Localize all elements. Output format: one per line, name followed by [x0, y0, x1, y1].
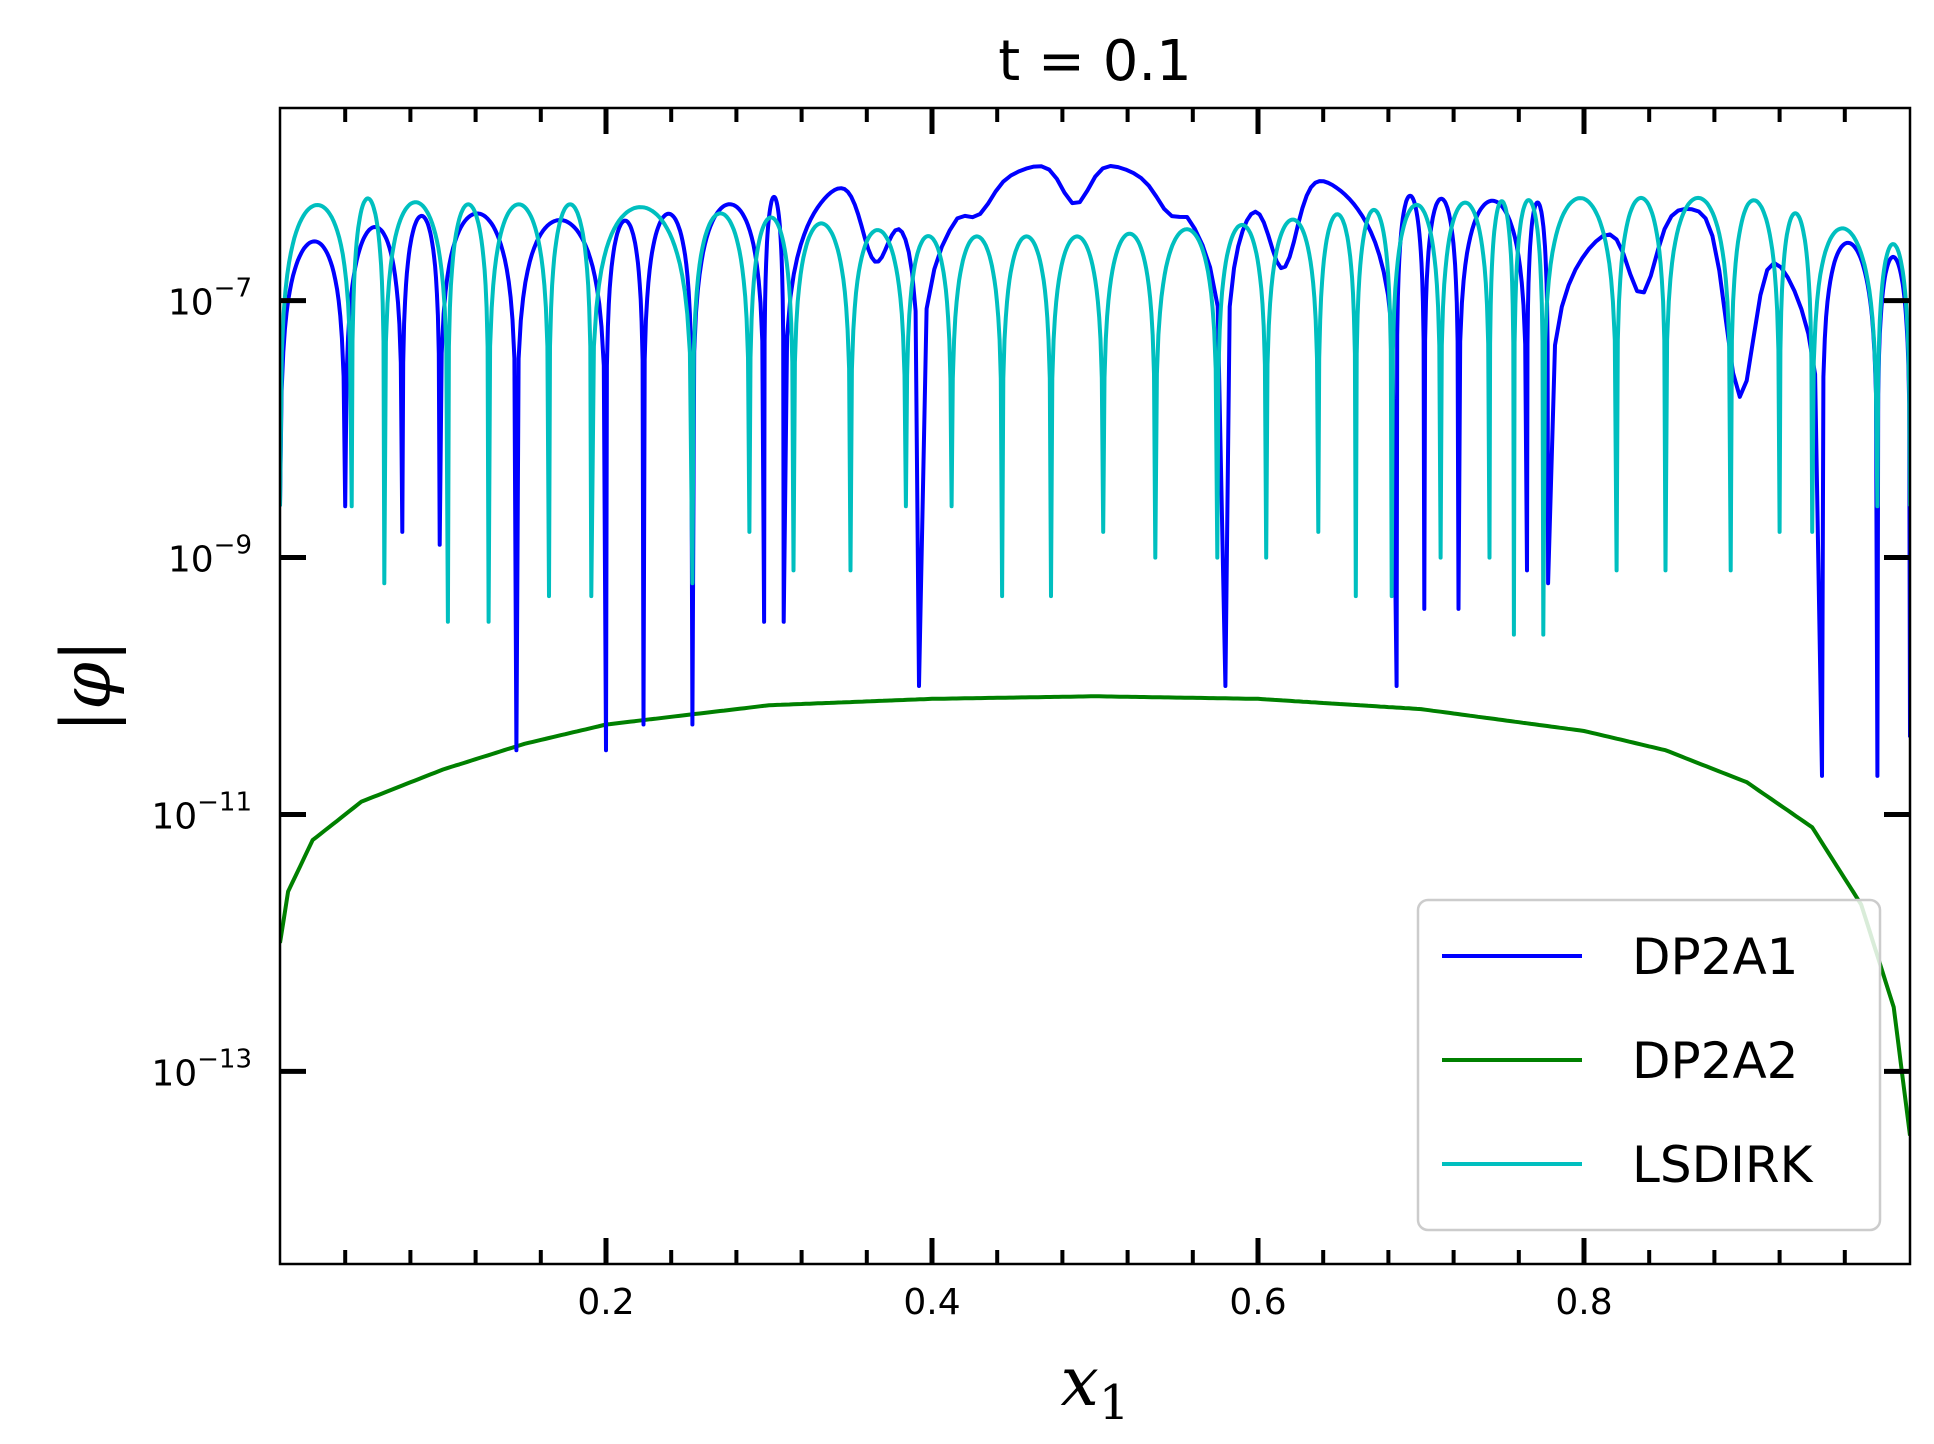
y-tick-label: 10−9 [168, 531, 252, 581]
y-tick-label: 10−11 [151, 787, 252, 837]
series-group [280, 164, 1910, 1136]
legend-box [1416, 898, 1882, 1232]
y-tick-label: 10−13 [151, 1044, 252, 1094]
legend-label: DP2A1 [1632, 928, 1798, 986]
x-tick-label: 0.8 [1555, 1282, 1612, 1323]
plot-frame [278, 106, 1912, 1266]
y-axis-label: |φ| [48, 639, 127, 732]
lines-layer [280, 164, 1910, 1136]
x-tick-label: 0.4 [903, 1282, 960, 1323]
x-axis-label: x1 [1061, 1343, 1130, 1431]
ticks-layer: 0.2 0.4 0.6 0.8 10−7 10−9 10−11 10−13 [151, 108, 1910, 1323]
chart-title: t = 0.1 [998, 29, 1192, 94]
legend: DP2A1 DP2A2 LSDIRK [1416, 898, 1882, 1232]
x-tick-label: 0.2 [577, 1282, 634, 1323]
x-tick-label: 0.6 [1229, 1282, 1286, 1323]
legend-label: LSDIRK [1632, 1136, 1814, 1194]
series-line-dp2a2 [280, 694, 1910, 1136]
legend-label: DP2A2 [1632, 1032, 1798, 1090]
series-line-lsdirk [280, 195, 1910, 637]
y-tick-label: 10−7 [168, 274, 252, 324]
